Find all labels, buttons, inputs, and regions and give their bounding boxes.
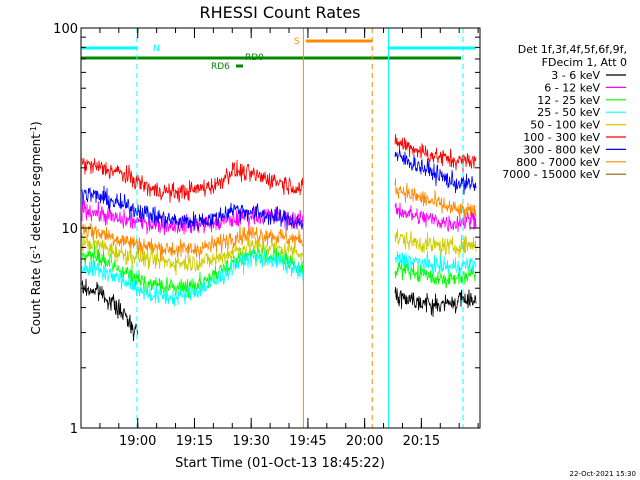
- y-tick-label-1: 10: [61, 222, 78, 237]
- legend-header-line1: Det 1f,3f,4f,5f,6f,9f,: [518, 43, 627, 56]
- y-axis-label-sup2: -1: [29, 126, 38, 134]
- saa-label: S: [294, 37, 300, 47]
- y-axis-label-sup1: -1: [29, 245, 38, 253]
- legend-label-7: 800 - 7000 keV: [516, 156, 600, 169]
- series-line-6: [81, 148, 477, 232]
- night-label: N: [153, 44, 160, 54]
- x-tick-label-0: 19:00: [119, 434, 156, 449]
- y-axis-label: Count Rate (s-1 detector segment-1): [29, 121, 44, 334]
- y-tick-label-2: 100: [53, 22, 78, 37]
- rd0-label: RD0: [245, 53, 264, 63]
- y-axis-label-part3: ): [29, 121, 43, 126]
- legend-label-6: 300 - 800 keV: [523, 143, 600, 156]
- y-tick-label-0: 1: [70, 422, 78, 437]
- footer-timestamp: 22-Oct-2021 15:30: [570, 470, 636, 478]
- x-tick-label-5: 20:15: [403, 434, 440, 449]
- legend-header-line2: FDecim 1, Att 0: [542, 56, 627, 69]
- y-axis-label-part2: detector segment: [29, 134, 43, 245]
- legend-label-1: 6 - 12 keV: [544, 81, 600, 94]
- x-tick-label-2: 19:30: [232, 434, 269, 449]
- x-tick-label-3: 19:45: [289, 434, 326, 449]
- legend: Det 1f,3f,4f,5f,6f,9f, FDecim 1, Att 0 3…: [502, 43, 627, 181]
- plot-frame: [80, 27, 481, 429]
- legend-label-2: 12 - 25 keV: [537, 94, 600, 107]
- legend-label-8: 7000 - 15000 keV: [502, 168, 600, 181]
- legend-label-4: 50 - 100 keV: [530, 119, 600, 132]
- series-line-7: [81, 177, 477, 262]
- chart-title: RHESSI Count Rates: [200, 3, 361, 22]
- rd6-label: RD6: [211, 62, 230, 72]
- x-tick-label-1: 19:15: [176, 434, 213, 449]
- legend-label-0: 3 - 6 keV: [551, 69, 600, 82]
- legend-label-3: 25 - 50 keV: [537, 106, 600, 119]
- legend-label-5: 100 - 300 keV: [523, 131, 600, 144]
- y-axis-label-part1: Count Rate (s: [29, 253, 43, 335]
- x-tick-label-4: 20:00: [346, 434, 383, 449]
- x-axis-label: Start Time (01-Oct-13 18:45:22): [175, 456, 385, 471]
